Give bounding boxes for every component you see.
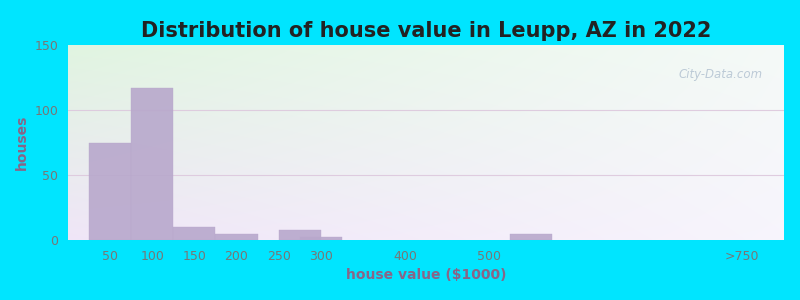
Bar [174, 227, 215, 240]
Bar [510, 233, 552, 240]
Title: Distribution of house value in Leupp, AZ in 2022: Distribution of house value in Leupp, AZ… [141, 21, 711, 41]
X-axis label: house value ($1000): house value ($1000) [346, 268, 506, 282]
Y-axis label: houses: houses [15, 115, 29, 170]
Bar [300, 237, 342, 240]
Bar [89, 142, 131, 240]
Text: City-Data.com: City-Data.com [678, 68, 762, 81]
Bar [278, 230, 321, 240]
Bar [131, 88, 174, 240]
Bar [215, 233, 258, 240]
